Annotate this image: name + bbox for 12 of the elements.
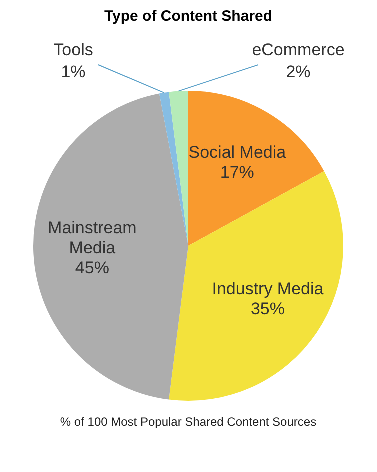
data-label: 2% [286,62,311,82]
data-label: 1% [61,62,86,82]
slice-label: Mainstream Media [48,218,137,258]
data-label: 35% [250,300,285,319]
data-label: 17% [220,162,254,182]
slice-label: Tools [54,40,94,60]
slice-label: Social Media [188,142,287,162]
slice-label: Industry Media [212,280,324,299]
chart-title: Type of Content Shared [103,8,274,25]
text: % of 100 Most Popular Shared Content Sources [59,415,318,429]
slice-label: eCommerce [252,40,345,60]
data-label: 45% [75,258,110,278]
